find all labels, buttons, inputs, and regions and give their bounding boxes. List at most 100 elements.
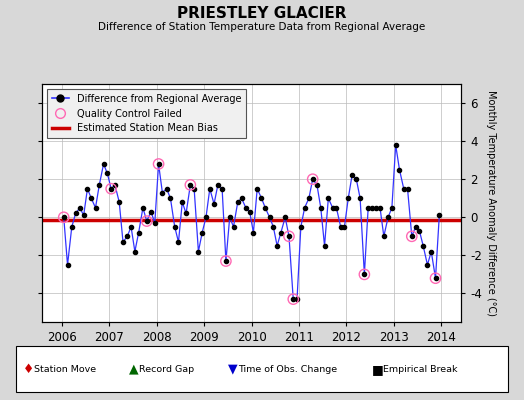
Point <box>356 195 364 202</box>
Point <box>309 176 317 182</box>
Point <box>399 186 408 192</box>
Point <box>107 186 115 192</box>
Point <box>332 204 341 211</box>
Point <box>305 195 313 202</box>
Point <box>419 243 428 249</box>
Point <box>225 214 234 220</box>
Text: Station Move: Station Move <box>34 365 96 374</box>
Text: ♦: ♦ <box>23 363 35 376</box>
Point <box>60 214 68 220</box>
Point <box>273 243 281 249</box>
Point <box>111 182 119 188</box>
Text: ▲: ▲ <box>129 363 138 376</box>
Point <box>336 224 345 230</box>
Point <box>316 204 325 211</box>
Point <box>100 161 108 167</box>
Point <box>320 243 329 249</box>
Point <box>150 220 159 226</box>
Point <box>237 195 246 202</box>
Point <box>63 262 72 268</box>
Point <box>210 201 219 207</box>
Point <box>313 182 321 188</box>
Legend: Difference from Regional Average, Quality Control Failed, Estimated Station Mean: Difference from Regional Average, Qualit… <box>47 89 246 138</box>
Y-axis label: Monthly Temperature Anomaly Difference (°C): Monthly Temperature Anomaly Difference (… <box>486 90 496 316</box>
Point <box>265 214 274 220</box>
Point <box>379 233 388 240</box>
Point <box>230 224 238 230</box>
Point <box>431 275 440 282</box>
Point <box>277 229 285 236</box>
Point <box>285 233 293 240</box>
Point <box>170 224 179 230</box>
Point <box>119 239 127 245</box>
Point <box>384 214 392 220</box>
Point <box>115 199 124 205</box>
Point <box>60 214 68 220</box>
Point <box>242 204 250 211</box>
Point <box>340 224 348 230</box>
Point <box>186 182 194 188</box>
Point <box>435 212 443 218</box>
Point <box>289 296 298 302</box>
Point <box>360 271 368 278</box>
Point <box>293 296 301 302</box>
Point <box>285 233 293 240</box>
Text: ▼: ▼ <box>228 363 238 376</box>
Point <box>202 214 210 220</box>
Point <box>249 229 258 236</box>
Point <box>75 204 84 211</box>
Point <box>297 224 305 230</box>
Point <box>415 228 423 234</box>
Text: PRIESTLEY GLACIER: PRIESTLEY GLACIER <box>177 6 347 21</box>
Point <box>408 233 416 240</box>
Point <box>234 199 242 205</box>
Point <box>300 204 309 211</box>
Point <box>309 176 317 182</box>
Point <box>198 229 206 236</box>
Point <box>214 182 222 188</box>
Point <box>391 142 400 148</box>
Text: Empirical Break: Empirical Break <box>383 365 457 374</box>
Point <box>83 186 92 192</box>
Text: Time of Obs. Change: Time of Obs. Change <box>238 365 337 374</box>
Point <box>174 239 183 245</box>
Point <box>194 248 203 255</box>
Point <box>368 204 376 211</box>
Point <box>222 258 230 264</box>
Point <box>147 208 155 215</box>
Point <box>178 199 187 205</box>
Text: ■: ■ <box>372 363 383 376</box>
Point <box>395 166 403 173</box>
Point <box>190 186 198 192</box>
Point <box>80 212 88 218</box>
Point <box>403 186 412 192</box>
Point <box>182 210 190 217</box>
Point <box>329 204 337 211</box>
Point <box>87 195 95 202</box>
Point <box>376 204 384 211</box>
Point <box>427 248 435 255</box>
Point <box>289 296 298 302</box>
Point <box>344 195 353 202</box>
Point <box>431 275 440 282</box>
Point <box>71 210 80 217</box>
Point <box>186 182 194 188</box>
Point <box>352 176 361 182</box>
Point <box>411 224 420 230</box>
Text: Difference of Station Temperature Data from Regional Average: Difference of Station Temperature Data f… <box>99 22 425 32</box>
Point <box>218 186 226 192</box>
Point <box>123 233 132 240</box>
Point <box>364 204 373 211</box>
Point <box>155 161 163 167</box>
Point <box>127 224 135 230</box>
Point <box>408 233 416 240</box>
Point <box>423 262 432 268</box>
Point <box>162 186 171 192</box>
Point <box>324 195 333 202</box>
Point <box>68 224 76 230</box>
Point <box>269 224 278 230</box>
Point <box>222 258 230 264</box>
Point <box>103 170 112 177</box>
Point <box>245 208 254 215</box>
Point <box>372 204 380 211</box>
